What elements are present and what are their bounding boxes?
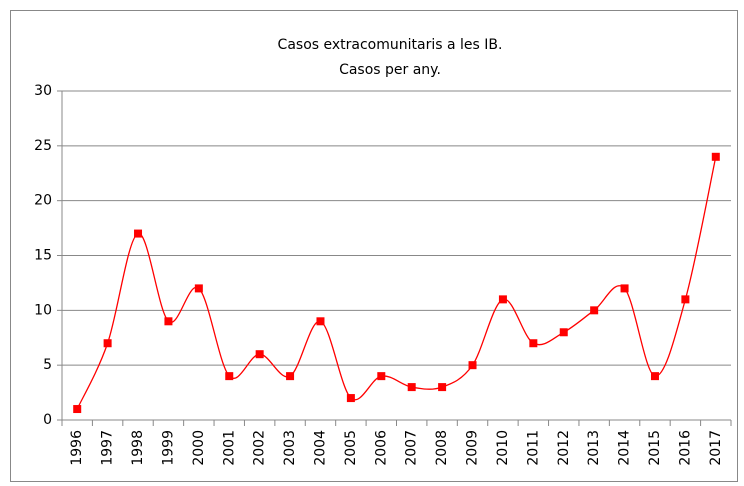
marker xyxy=(407,383,416,392)
chart-subtitle: Casos per any. xyxy=(339,62,441,78)
x-tick-label: 1998 xyxy=(130,430,146,466)
x-tick-label: 2015 xyxy=(647,430,663,466)
y-tick-label: 30 xyxy=(34,83,52,99)
x-tick-label: 2002 xyxy=(252,430,268,466)
marker xyxy=(73,405,82,414)
y-tick-label: 15 xyxy=(34,248,52,264)
marker xyxy=(438,383,447,392)
marker xyxy=(590,306,599,315)
x-tick-label: 1999 xyxy=(160,430,176,466)
marker xyxy=(468,361,477,370)
x-tick-label: 2007 xyxy=(404,430,420,466)
marker xyxy=(559,328,568,337)
x-tick-label: 2014 xyxy=(617,430,633,466)
x-tick-label: 1997 xyxy=(100,430,116,466)
marker xyxy=(134,229,143,238)
y-tick-label: 5 xyxy=(43,357,52,373)
y-tick-label: 0 xyxy=(43,412,52,428)
marker xyxy=(498,295,507,304)
chart-border xyxy=(10,10,738,482)
x-tick-label: 2012 xyxy=(556,430,572,466)
x-tick-label: 1996 xyxy=(69,430,85,466)
marker xyxy=(103,339,112,348)
x-tick-label: 2009 xyxy=(465,430,481,466)
y-tick-label: 20 xyxy=(34,193,52,209)
marker xyxy=(346,394,355,403)
marker xyxy=(711,152,720,161)
marker xyxy=(529,339,538,348)
x-tick-label: 2005 xyxy=(343,430,359,466)
marker xyxy=(681,295,690,304)
marker xyxy=(377,372,386,381)
marker xyxy=(650,372,659,381)
y-tick-label: 25 xyxy=(34,138,52,154)
x-tick-label: 2001 xyxy=(221,430,237,466)
x-tick-label: 2006 xyxy=(373,430,389,466)
x-tick-label: 2010 xyxy=(495,430,511,466)
x-tick-label: 2013 xyxy=(586,430,602,466)
marker xyxy=(225,372,234,381)
chart-title: Casos extracomunitaris a les IB. xyxy=(278,37,503,53)
marker xyxy=(255,350,264,359)
x-tick-label: 2017 xyxy=(708,430,724,466)
x-tick-label: 2004 xyxy=(312,430,328,466)
marker xyxy=(316,317,325,326)
y-tick-label: 10 xyxy=(34,302,52,318)
x-tick-label: 2003 xyxy=(282,430,298,466)
x-tick-label: 2000 xyxy=(191,430,207,466)
x-tick-label: 2011 xyxy=(525,430,541,466)
x-tick-label: 2016 xyxy=(677,430,693,466)
marker xyxy=(620,284,629,293)
marker xyxy=(164,317,173,326)
marker xyxy=(286,372,295,381)
marker xyxy=(194,284,203,293)
x-tick-label: 2008 xyxy=(434,430,450,466)
